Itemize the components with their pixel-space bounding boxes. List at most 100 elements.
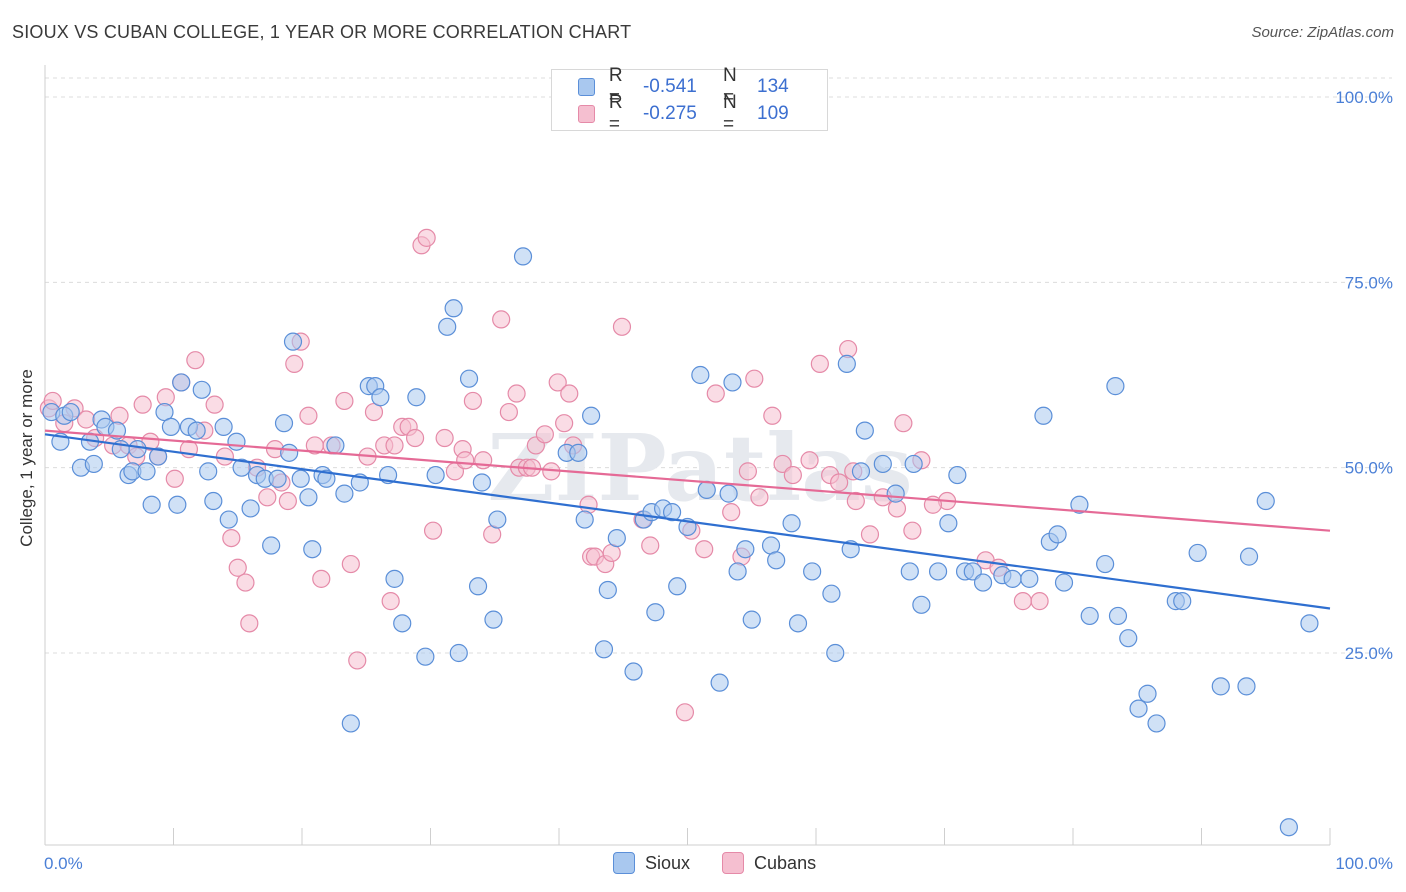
sioux-point: [803, 562, 822, 581]
sioux-point: [973, 573, 993, 592]
legend-row-sioux: R = -0.541 N = 134: [578, 65, 827, 108]
sioux-point: [199, 462, 218, 481]
sioux-point: [472, 473, 491, 492]
cubans-point: [240, 614, 259, 633]
cubans-point: [722, 503, 741, 522]
legend-item-sioux[interactable]: Sioux: [613, 852, 690, 874]
trend-lines: [44, 429, 1331, 610]
sioux-point: [767, 551, 786, 570]
cubans-point: [165, 469, 184, 488]
sioux-point: [646, 603, 665, 622]
cubans-point: [579, 495, 598, 514]
sioux-point: [232, 458, 251, 477]
sioux-point: [1188, 543, 1207, 563]
cubans-point: [222, 528, 241, 548]
sioux-point: [1173, 592, 1192, 611]
sioux-point: [426, 465, 445, 485]
y-tick-label: 25.0%: [1345, 644, 1393, 663]
cubans-point: [745, 369, 764, 388]
sioux-point: [1239, 547, 1259, 566]
n-label: N =: [722, 65, 737, 108]
cubans-point: [435, 428, 454, 448]
x-tick-label: 100.0%: [1335, 854, 1393, 873]
sioux-point: [161, 417, 181, 436]
cubans-point: [555, 414, 574, 433]
sioux-point: [1054, 573, 1074, 592]
sioux-point: [172, 373, 191, 392]
sioux-point: [900, 562, 919, 581]
cubans-point: [133, 395, 152, 414]
sioux-point: [904, 454, 923, 474]
sioux-point: [488, 510, 507, 529]
cubans-point: [405, 428, 425, 448]
sioux-trend-line: [44, 433, 1331, 610]
sioux-point: [691, 365, 710, 385]
sioux-point: [268, 469, 287, 488]
sioux-point: [484, 610, 503, 629]
sioux-point: [723, 373, 742, 392]
sioux-point: [385, 569, 404, 588]
sioux-point: [142, 495, 161, 514]
sioux-swatch: [578, 78, 595, 96]
sioux-point: [438, 317, 457, 336]
sioux-point: [241, 499, 260, 518]
sioux-r-value: -0.541: [642, 76, 697, 97]
cubans-point: [507, 384, 526, 403]
sioux-point: [742, 610, 761, 629]
sioux-point: [513, 247, 533, 266]
sioux-point: [912, 595, 931, 614]
sioux-point: [1129, 699, 1148, 718]
sioux-point: [187, 421, 206, 440]
sioux-point: [782, 514, 801, 533]
cubans-point: [612, 317, 632, 336]
sioux-point: [886, 484, 905, 503]
sioux-point: [1096, 554, 1115, 574]
cubans-point: [695, 540, 714, 559]
cubans-point: [348, 651, 367, 670]
cubans-point: [830, 473, 849, 492]
cubans-point: [499, 402, 518, 422]
sioux-point: [1106, 377, 1125, 396]
n-label: N =: [722, 92, 737, 135]
sioux-point: [939, 514, 958, 533]
cubans-point: [641, 536, 660, 555]
sioux-point: [710, 673, 729, 692]
sioux-point: [274, 414, 294, 433]
cubans-point: [299, 406, 318, 425]
cubans-point: [258, 488, 277, 507]
sioux-point: [137, 462, 156, 481]
cubans-point: [205, 395, 224, 414]
sioux-point: [662, 503, 682, 522]
cubans-point: [456, 451, 475, 470]
sioux-point: [204, 491, 223, 511]
sioux-point: [1020, 569, 1039, 588]
cubans-point: [285, 354, 304, 373]
sioux-point: [1256, 491, 1275, 511]
sioux-point: [598, 580, 617, 600]
sioux-point: [393, 614, 412, 633]
cubans-point: [381, 592, 400, 611]
y-tick-label: 100.0%: [1335, 88, 1393, 107]
cubans-point: [1030, 592, 1049, 611]
source-label: Source: ZipAtlas.com: [1251, 24, 1394, 41]
sioux-point: [371, 388, 390, 407]
sioux-point: [594, 640, 614, 659]
sioux-point: [335, 484, 354, 503]
sioux-point: [1147, 714, 1166, 733]
cubans-point: [548, 373, 567, 392]
cubans-legend-swatch: [722, 852, 745, 874]
sioux-point: [1108, 606, 1128, 626]
sioux-point: [227, 432, 246, 451]
legend-item-cubans[interactable]: Cubans: [722, 852, 816, 874]
sioux-point: [468, 577, 488, 596]
sioux-point: [1119, 629, 1138, 648]
sioux-point: [624, 662, 643, 681]
sioux-point: [607, 528, 626, 548]
sioux-point: [855, 421, 874, 440]
sioux-point: [61, 402, 80, 422]
sioux-point: [837, 354, 856, 373]
legend-row-cubans: R = -0.275 N = 109: [578, 92, 827, 135]
cubans-point: [706, 384, 725, 403]
sioux-point: [326, 436, 345, 455]
